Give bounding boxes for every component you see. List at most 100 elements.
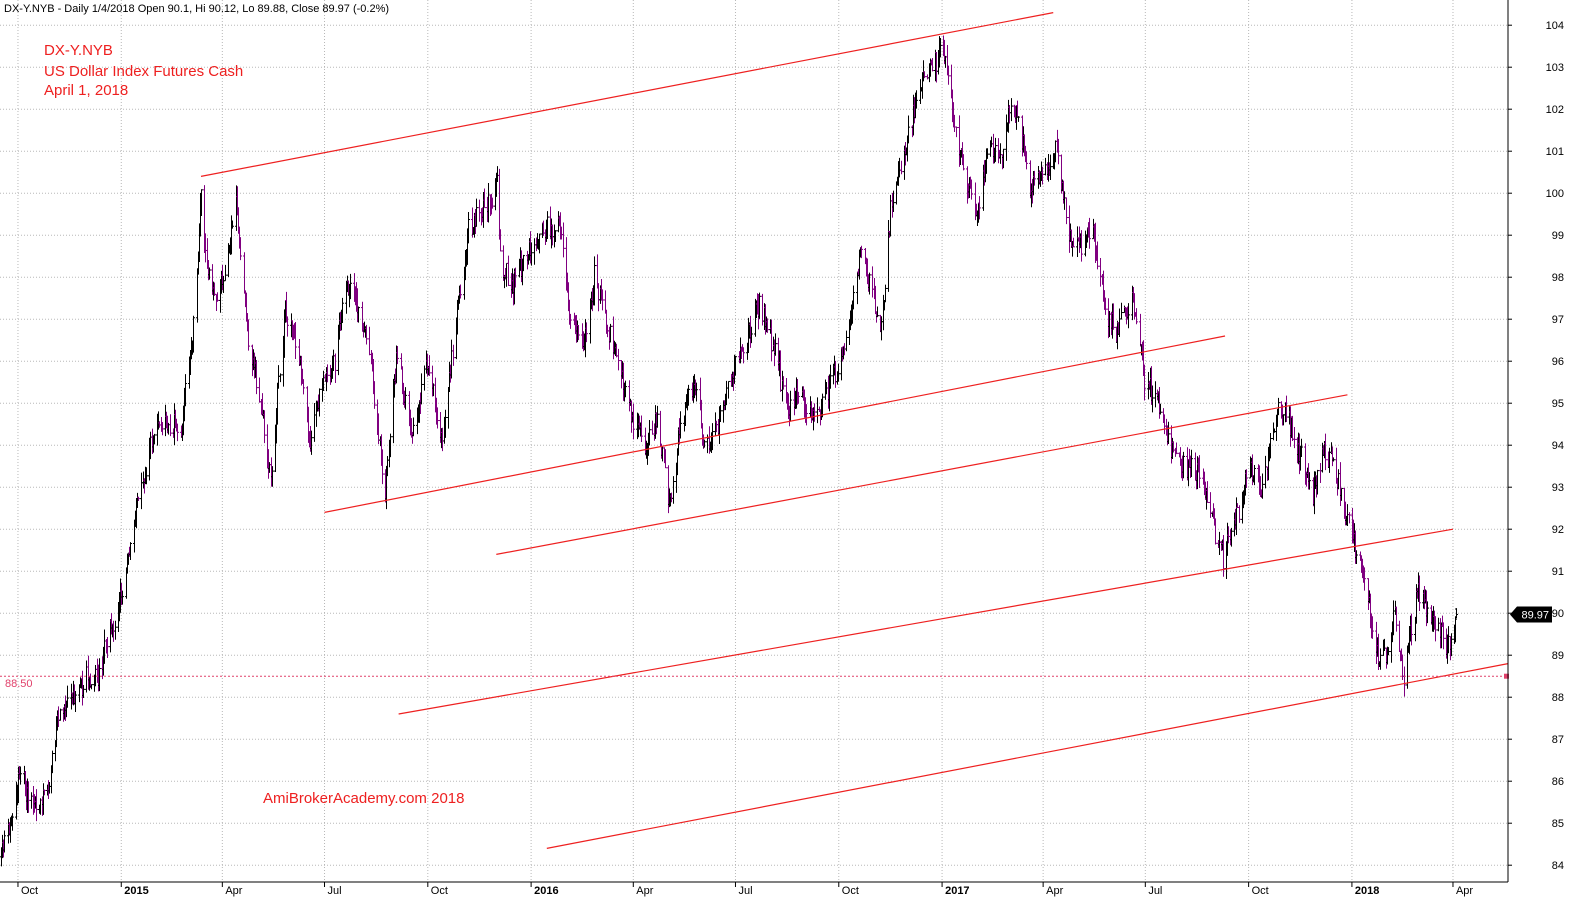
ohlc-bar: [931, 57, 934, 72]
ohlc-bar: [247, 319, 250, 351]
ohlc-bar: [782, 376, 785, 390]
ohlc-bar: [1076, 226, 1079, 257]
ohlc-bar: [1135, 308, 1138, 325]
ohlc-bar: [1340, 487, 1343, 501]
ohlc-bar: [876, 306, 879, 318]
ohlc-bar: [986, 148, 989, 159]
ohlc-bar: [436, 407, 439, 429]
ohlc-bar: [145, 467, 148, 485]
x-tick-label: 2015: [124, 885, 148, 897]
ohlc-bar: [447, 386, 450, 429]
ohlc-bar: [478, 199, 481, 222]
ohlc-bar-last: [1455, 608, 1458, 619]
axes: 84 85 86 87 88 89 90 91 92 93 94 95 96 97 98 99 100 101 10…: [0, 0, 1564, 897]
y-tick-label: 84: [1552, 860, 1564, 872]
ohlc-bar: [750, 326, 753, 344]
ohlc-bar: [947, 65, 950, 85]
ohlc-bar: [1120, 302, 1123, 320]
ohlc-bar: [19, 766, 22, 785]
ohlc-bar: [978, 196, 981, 220]
ohlc-bar: [507, 255, 510, 286]
ohlc-bar: [813, 403, 816, 422]
ohlc-bar: [444, 409, 447, 438]
level-line-marker: [1504, 673, 1509, 679]
y-tick-label: 102: [1546, 104, 1564, 116]
ohlc-bar: [263, 410, 266, 444]
x-tick-label: Oct: [431, 885, 448, 897]
y-tick-label: 87: [1552, 734, 1564, 746]
ohlc-bar: [129, 542, 132, 561]
ohlc-bar: [365, 324, 368, 345]
ohlc-bar: [1454, 616, 1457, 643]
ohlc-bar: [1437, 617, 1440, 632]
ohlc-bar: [970, 179, 973, 200]
ohlc-bar: [955, 126, 958, 138]
ohlc-bar: [919, 79, 922, 104]
ohlc-bar: [640, 415, 643, 442]
y-tick-label: 104: [1546, 20, 1564, 32]
last-price-tag: [1510, 606, 1552, 623]
ohlc-bar: [1005, 114, 1008, 161]
ohlc-bar: [483, 188, 486, 209]
ohlc-bar: [1293, 427, 1296, 449]
y-tick-label: 92: [1552, 524, 1564, 536]
ohlc-bar: [82, 684, 85, 699]
gridlines: [0, 0, 1508, 882]
ohlc-bar: [341, 297, 344, 324]
ohlc-bar: [286, 316, 289, 337]
ohlc-bar: [1230, 527, 1233, 547]
ohlc-bar: [192, 315, 195, 353]
ohlc-bar: [601, 289, 604, 311]
x-tick-label: Oct: [1252, 885, 1269, 897]
ohlc-bar: [452, 344, 455, 366]
level-line-88-50: 88.50: [0, 673, 1509, 690]
ohlc-bar: [373, 381, 376, 409]
ohlc-bar: [1049, 154, 1052, 180]
ohlc-bar: [1190, 449, 1193, 477]
ohlc-bar: [695, 382, 698, 402]
ohlc-bar: [114, 620, 117, 640]
ohlc-bar: [1080, 230, 1083, 262]
ohlc-bar: [609, 323, 612, 343]
ohlc-bar: [140, 472, 143, 510]
ohlc-bar: [514, 267, 517, 288]
ohlc-bar: [326, 364, 329, 383]
chart-title-symbol: DX-Y.NYB: [44, 42, 113, 59]
ohlc-bar: [1410, 613, 1413, 646]
x-tick-label: Jul: [1148, 885, 1162, 897]
ohlc-bar: [664, 449, 667, 469]
ohlc-bar: [1253, 465, 1256, 486]
ohlc-bar: [428, 355, 431, 376]
ohlc-bar: [1112, 303, 1115, 330]
trendline-5: [546, 663, 1509, 849]
ohlc-bar: [962, 154, 965, 171]
ohlc-bar: [562, 222, 565, 258]
ohlc-bar: [243, 252, 246, 294]
ohlc-bar: [774, 333, 777, 356]
ohlc-bar: [1426, 601, 1429, 624]
ohlc-bar: [1143, 364, 1146, 401]
ohlc-bar: [1319, 463, 1322, 483]
ohlc-bar: [349, 273, 352, 300]
ohlc-bar: [766, 318, 769, 333]
ohlc-bar: [522, 254, 525, 272]
watermark: AmiBrokerAcademy.com 2018: [263, 790, 464, 807]
trendline-4: [398, 528, 1454, 715]
ohlc-bar: [389, 433, 392, 458]
chart-header-info: DX-Y.NYB - Daily 1/4/2018 Open 90.1, Hi …: [4, 3, 389, 15]
ohlc-bar: [404, 387, 407, 410]
ohlc-bar: [420, 373, 423, 405]
x-tick-label: Apr: [1456, 885, 1473, 897]
y-tick-label: 96: [1552, 356, 1564, 368]
ohlc-bar: [239, 237, 242, 261]
ohlc-bar: [1017, 116, 1020, 122]
ohlc-bar: [491, 197, 494, 209]
x-tick-label: 2016: [534, 885, 558, 897]
ohlc-bar: [74, 691, 77, 712]
ohlc-bar: [161, 422, 164, 436]
y-tick-label: 91: [1552, 566, 1564, 578]
ohlc-bar: [1041, 166, 1044, 185]
ohlc-bar: [3, 830, 6, 853]
ohlc-bar: [742, 347, 745, 364]
